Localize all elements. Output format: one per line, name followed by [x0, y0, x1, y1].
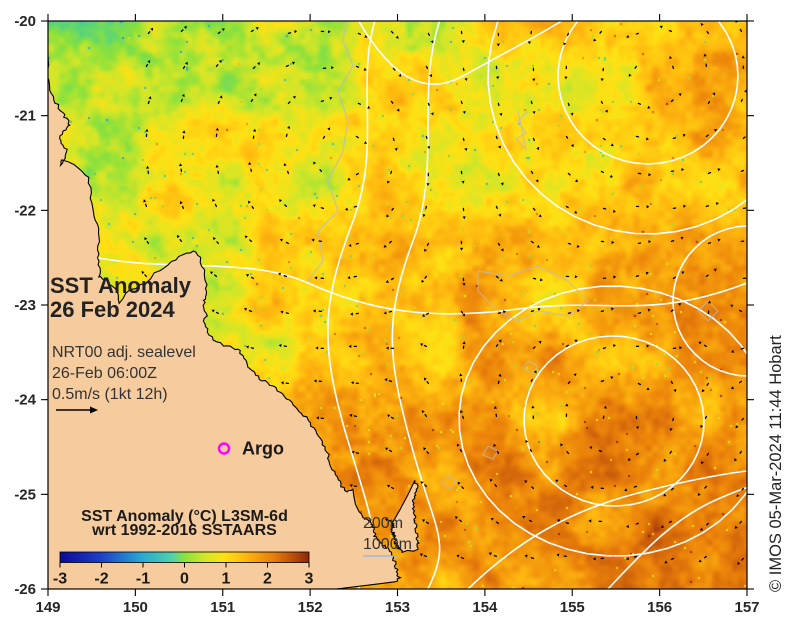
- svg-text:-20: -20: [14, 13, 36, 30]
- svg-text:152: 152: [298, 599, 323, 616]
- svg-text:200m: 200m: [363, 515, 403, 532]
- svg-text:154: 154: [472, 599, 498, 616]
- svg-text:-23: -23: [14, 297, 36, 314]
- svg-text:0: 0: [180, 571, 189, 588]
- svg-text:-3: -3: [53, 571, 67, 588]
- svg-text:2: 2: [263, 571, 272, 588]
- svg-text:Argo: Argo: [242, 439, 284, 459]
- svg-text:153: 153: [385, 599, 410, 616]
- svg-text:-22: -22: [14, 202, 36, 219]
- svg-text:151: 151: [210, 599, 235, 616]
- svg-text:-26: -26: [14, 581, 36, 598]
- svg-text:26-Feb 06:00Z: 26-Feb 06:00Z: [52, 365, 157, 382]
- svg-text:SST Anomaly: SST Anomaly: [50, 273, 192, 298]
- svg-text:-25: -25: [14, 486, 36, 503]
- svg-text:NRT00 adj. sealevel: NRT00 adj. sealevel: [52, 344, 196, 361]
- svg-text:1000m: 1000m: [363, 536, 412, 553]
- svg-text:3: 3: [305, 571, 314, 588]
- svg-text:-21: -21: [14, 108, 36, 125]
- svg-text:156: 156: [647, 599, 672, 616]
- svg-text:1: 1: [222, 571, 231, 588]
- svg-text:-24: -24: [14, 392, 36, 409]
- svg-text:0.5m/s (1kt 12h): 0.5m/s (1kt 12h): [52, 386, 168, 403]
- svg-text:157: 157: [734, 599, 759, 616]
- svg-text:149: 149: [35, 599, 60, 616]
- svg-text:wrt 1992-2016 SSTAARS: wrt 1992-2016 SSTAARS: [91, 522, 277, 539]
- svg-text:-1: -1: [136, 571, 150, 588]
- svg-text:26 Feb 2024: 26 Feb 2024: [50, 297, 176, 322]
- svg-text:150: 150: [123, 599, 148, 616]
- svg-text:-2: -2: [94, 571, 108, 588]
- svg-text:© IMOS 05-Mar-2024 11:44 Hobar: © IMOS 05-Mar-2024 11:44 Hobart: [767, 335, 785, 592]
- svg-text:155: 155: [560, 599, 585, 616]
